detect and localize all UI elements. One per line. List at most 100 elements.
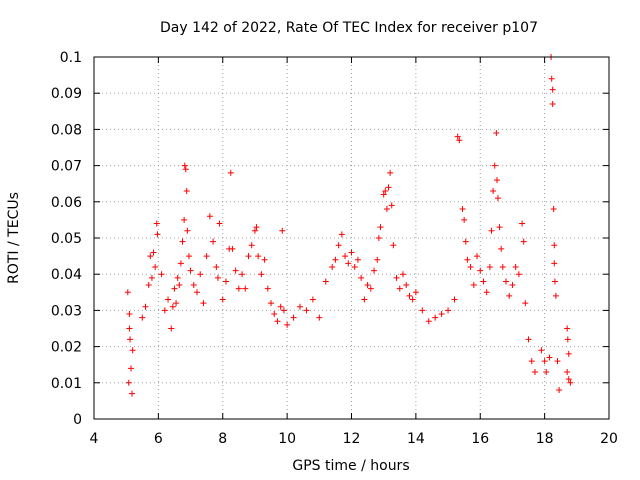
y-tick-label: 0.07 bbox=[51, 159, 82, 175]
data-point bbox=[564, 325, 571, 332]
data-point bbox=[377, 224, 384, 231]
data-point bbox=[567, 379, 574, 386]
data-points bbox=[124, 54, 574, 397]
x-tick-label: 14 bbox=[407, 431, 425, 447]
data-point bbox=[200, 300, 207, 307]
data-point bbox=[242, 285, 249, 292]
data-point bbox=[316, 314, 323, 321]
data-point bbox=[213, 263, 220, 270]
data-point bbox=[251, 227, 258, 234]
data-point bbox=[459, 206, 466, 213]
data-point bbox=[550, 206, 557, 213]
data-point bbox=[279, 227, 286, 234]
x-tick-label: 10 bbox=[278, 431, 296, 447]
data-point bbox=[461, 216, 468, 223]
data-point bbox=[522, 300, 529, 307]
data-point bbox=[470, 282, 477, 289]
data-point bbox=[268, 300, 275, 307]
data-point bbox=[565, 350, 572, 357]
x-axis-label: GPS time / hours bbox=[292, 458, 409, 474]
y-axis-label: ROTI / TECUs bbox=[6, 192, 22, 284]
data-point bbox=[229, 245, 236, 252]
data-point bbox=[239, 271, 246, 278]
data-point bbox=[419, 307, 426, 314]
data-point bbox=[274, 318, 281, 325]
data-point bbox=[303, 307, 310, 314]
data-point bbox=[165, 296, 172, 303]
grid-lines bbox=[94, 57, 609, 419]
data-point bbox=[185, 253, 192, 260]
data-point bbox=[127, 336, 134, 343]
y-tick-label: 0.03 bbox=[51, 303, 82, 319]
data-point bbox=[190, 282, 197, 289]
x-tick-label: 12 bbox=[343, 431, 361, 447]
data-point bbox=[525, 336, 532, 343]
data-point bbox=[322, 278, 329, 285]
data-point bbox=[552, 292, 559, 299]
data-point bbox=[467, 263, 474, 270]
data-point bbox=[358, 274, 365, 281]
data-point bbox=[549, 101, 556, 108]
data-point bbox=[335, 242, 342, 249]
data-point bbox=[554, 358, 561, 365]
data-point bbox=[145, 282, 152, 289]
data-point bbox=[290, 314, 297, 321]
data-point bbox=[128, 390, 135, 397]
data-point bbox=[142, 303, 149, 310]
data-point bbox=[400, 271, 406, 278]
data-point bbox=[153, 220, 160, 227]
data-point bbox=[490, 187, 497, 194]
data-point bbox=[546, 354, 553, 361]
data-point bbox=[493, 130, 500, 137]
data-point bbox=[169, 303, 176, 310]
data-point bbox=[329, 263, 336, 270]
data-point bbox=[382, 187, 389, 194]
data-point bbox=[564, 368, 571, 375]
data-point bbox=[253, 224, 260, 231]
data-point bbox=[206, 213, 213, 220]
data-point bbox=[551, 260, 558, 267]
data-point bbox=[486, 263, 493, 270]
data-point bbox=[139, 314, 146, 321]
data-point bbox=[551, 278, 558, 285]
data-point bbox=[342, 253, 349, 260]
data-point bbox=[197, 271, 204, 278]
data-point bbox=[150, 249, 157, 256]
data-point bbox=[548, 75, 555, 82]
data-point bbox=[277, 303, 284, 310]
data-point bbox=[125, 379, 132, 386]
data-point bbox=[456, 137, 463, 144]
data-point bbox=[261, 256, 268, 263]
data-point bbox=[406, 292, 413, 299]
data-point bbox=[364, 282, 371, 289]
data-point bbox=[232, 267, 239, 274]
data-point bbox=[177, 260, 184, 267]
data-point bbox=[148, 274, 155, 281]
data-point bbox=[235, 285, 242, 292]
data-point bbox=[297, 303, 303, 310]
data-point bbox=[438, 311, 445, 318]
x-tick-label: 16 bbox=[471, 431, 489, 447]
x-tick-label: 8 bbox=[218, 431, 227, 447]
data-point bbox=[556, 387, 563, 394]
x-tick-label: 6 bbox=[154, 431, 163, 447]
data-point bbox=[383, 206, 390, 213]
y-tick-label: 0.1 bbox=[60, 50, 82, 66]
data-point bbox=[477, 267, 484, 274]
y-tick-label: 0.02 bbox=[51, 340, 82, 356]
data-point bbox=[409, 296, 416, 303]
data-point bbox=[258, 271, 265, 278]
data-point bbox=[354, 256, 361, 263]
data-point bbox=[498, 245, 505, 252]
data-point bbox=[181, 216, 188, 223]
data-point bbox=[214, 274, 221, 281]
data-point bbox=[129, 347, 136, 354]
data-point bbox=[174, 274, 181, 281]
data-point bbox=[271, 311, 278, 318]
data-point bbox=[332, 256, 339, 263]
data-point bbox=[158, 271, 165, 278]
data-point bbox=[499, 263, 506, 270]
data-point bbox=[219, 296, 226, 303]
